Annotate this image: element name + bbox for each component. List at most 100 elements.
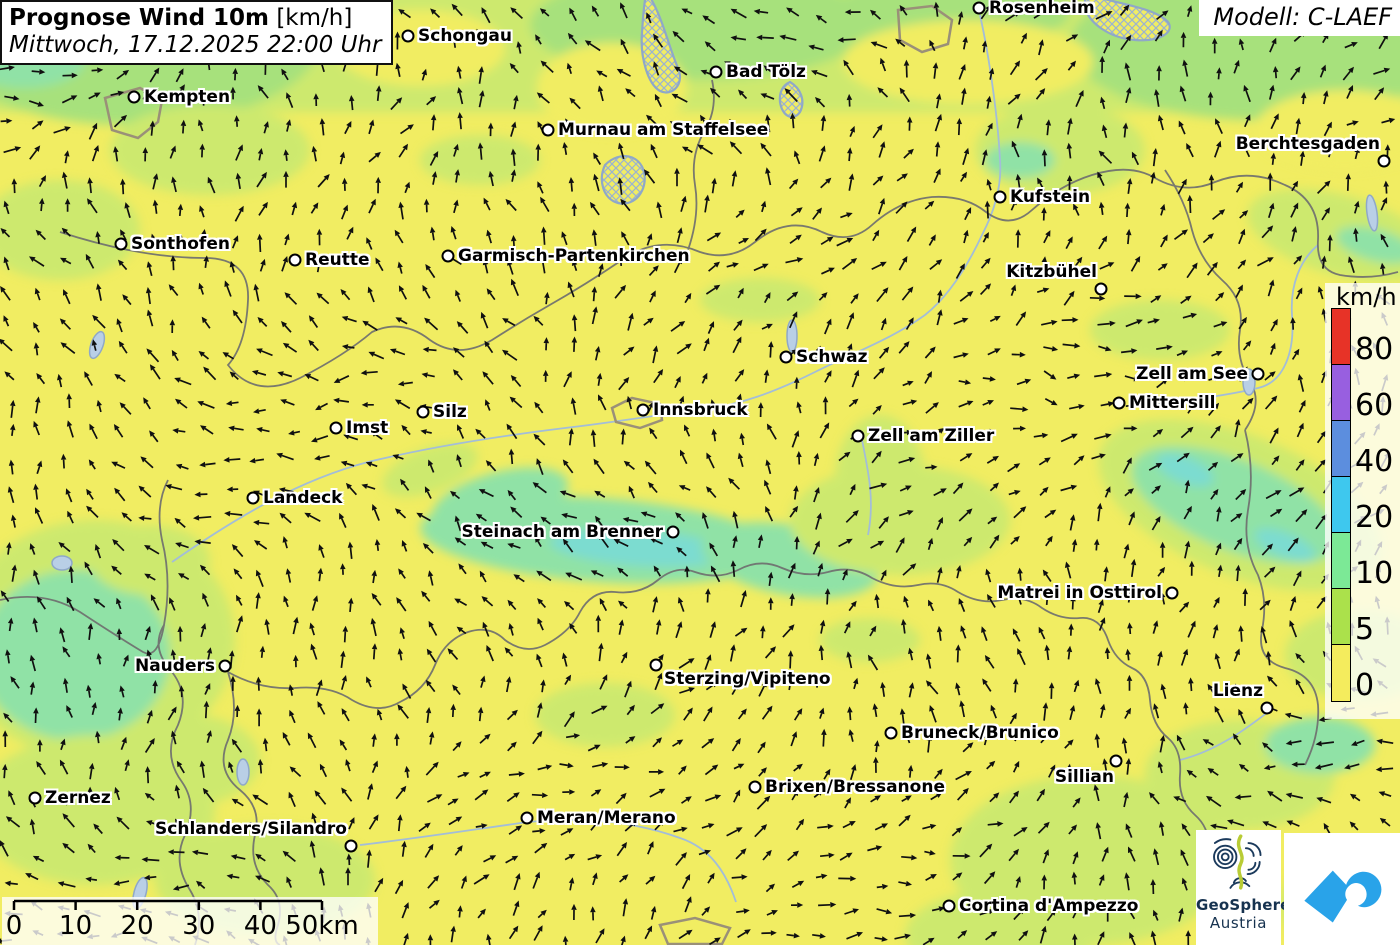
legend-value: 10 [1355,556,1394,591]
legend-color-block [1332,365,1350,421]
model-label: Modell: C-LAEF [1199,0,1400,36]
city-label: Murnau am Staffelsee [558,120,769,140]
city-label: Sillian [1054,767,1114,787]
city-label: Kitzbühel [1006,262,1097,282]
city-label: Imst [346,418,389,438]
legend-value: 80 [1355,332,1394,367]
legend-color-bar [1331,308,1351,702]
city-label: Nauders [134,656,215,676]
scale-bar: 0 10 20 30 40 50km [2,897,378,945]
city-marker [401,29,415,43]
geosphere-logo: GeoSphere Austria [1196,830,1291,945]
city-marker [636,403,650,417]
city-label: Zell am See [1136,364,1248,384]
city-label: Steinach am Brenner [461,522,664,542]
city-label: Sonthofen [131,234,230,254]
forecast-title: Prognose Wind 10m [km/h] [9,5,381,31]
city-marker [942,899,956,913]
city-label: Landeck [263,488,343,508]
legend-color-block [1332,477,1350,533]
city-label: Mittersill [1129,393,1216,413]
wind-arrow-shafts [0,7,1394,945]
forecast-title-box: Prognose Wind 10m [km/h] Mittwoch, 17.12… [0,0,394,65]
tirol-logo-icon [1304,870,1382,923]
legend-value: 40 [1355,444,1394,479]
city-marker [520,811,534,825]
scale-tick-label: 0 [5,911,23,941]
geosphere-logo-text: GeoSphere [1196,896,1291,914]
scale-tick-label: 50km [285,911,359,941]
city-marker [28,791,42,805]
city-marker [1260,701,1274,715]
legend-color-block [1332,421,1350,477]
city-marker [1251,367,1265,381]
forecast-title-text: Prognose Wind 10m [9,5,270,31]
city-marker [748,780,762,794]
city-label: Bruneck/Brunico [901,723,1059,743]
city-marker [288,253,302,267]
city-label: Kempten [144,87,231,107]
legend-value: 20 [1355,500,1394,535]
city-marker [1094,282,1108,296]
city-label: Berchtesgaden [1235,134,1380,154]
city-marker [851,429,865,443]
wind-speed-legend: km/h 80 60 40 20 10 5 0 [1325,283,1400,719]
city-marker [344,839,358,853]
city-marker [218,659,232,673]
forecast-datetime: Mittwoch, 17.12.2025 22:00 Uhr [9,32,382,58]
city-label: Matrei in Osttirol [997,583,1162,603]
city-label: Schwaz [796,347,868,367]
geosphere-logo-subtext: Austria [1209,914,1268,932]
geosphere-logo-icon [1212,834,1261,890]
city-marker [541,123,555,137]
legend-unit-label: km/h [1336,283,1397,311]
city-marker [1112,396,1126,410]
city-label: Cortina d'Ampezzo [959,896,1139,916]
city-marker [114,237,128,251]
city-marker [884,726,898,740]
city-marker [1165,586,1179,600]
city-marker [416,405,430,419]
city-label: Meran/Merano [537,808,676,828]
city-marker [329,421,343,435]
scale-bar-ruler [12,899,324,910]
legend-color-block [1332,589,1350,645]
city-label: Schlanders/Silandro [155,819,347,839]
city-label: Innsbruck [653,400,748,420]
city-label: Rosenheim [989,0,1095,18]
scale-tick-label: 40 [243,911,277,941]
city-marker [246,491,260,505]
city-marker [127,90,141,104]
legend-value: 60 [1355,388,1394,423]
city-marker [993,190,1007,204]
forecast-title-unit: [km/h] [276,5,353,31]
legend-color-block [1332,645,1350,701]
city-label: Lienz [1212,681,1263,701]
city-marker [972,1,986,15]
legend-color-block [1332,533,1350,589]
legend-color-block [1332,309,1350,365]
city-marker [441,249,455,263]
legend-value: 0 [1355,668,1375,703]
city-marker [709,65,723,79]
city-label: Reutte [305,250,370,270]
city-label: Schongau [418,26,512,46]
legend-value: 5 [1355,612,1375,647]
scale-tick-label: 20 [120,911,154,941]
city-marker [1377,154,1391,168]
city-marker [666,525,680,539]
city-marker [779,350,793,364]
city-label: Sterzing/Vipiteno [664,669,831,689]
city-marker [649,658,663,672]
city-label: Kufstein [1010,187,1091,207]
city-marker [1109,754,1123,768]
rivers [171,14,1319,903]
tirol-logo [1284,833,1400,945]
city-label: Zell am Ziller [868,426,995,446]
scale-tick-label: 30 [182,911,216,941]
